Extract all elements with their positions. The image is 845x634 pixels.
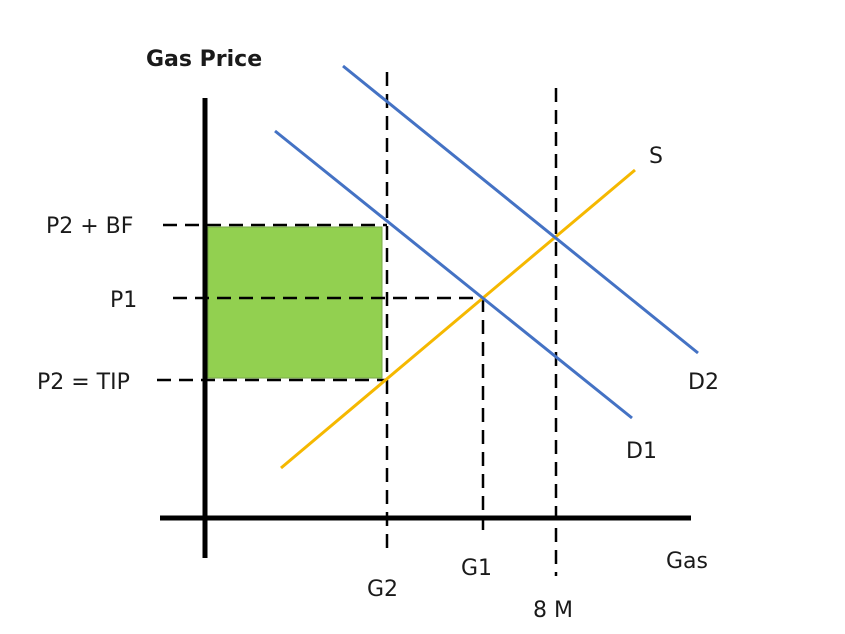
supply-curve: [280, 168, 636, 470]
quantity-label-g1: G1: [461, 556, 492, 581]
quantity-label-8m: 8 M: [533, 598, 573, 623]
y-axis-label: Gas Price: [146, 47, 262, 72]
quantity-label-g2: G2: [367, 577, 398, 602]
price-label-p2-bf: P2 + BF: [46, 214, 133, 239]
demand-curve-d2: [342, 64, 699, 355]
curve-label-d1: D1: [626, 439, 657, 464]
price-label-p1: P1: [110, 288, 137, 313]
price-label-p2-tip: P2 = TIP: [37, 370, 130, 395]
curve-label-s: S: [649, 144, 663, 169]
dashed-guides: [157, 72, 558, 576]
curve-label-d2: D2: [688, 370, 719, 395]
x-axis-label: Gas: [666, 549, 708, 574]
shaded-area: [207, 226, 383, 379]
demand-curve-d1: [274, 129, 633, 420]
